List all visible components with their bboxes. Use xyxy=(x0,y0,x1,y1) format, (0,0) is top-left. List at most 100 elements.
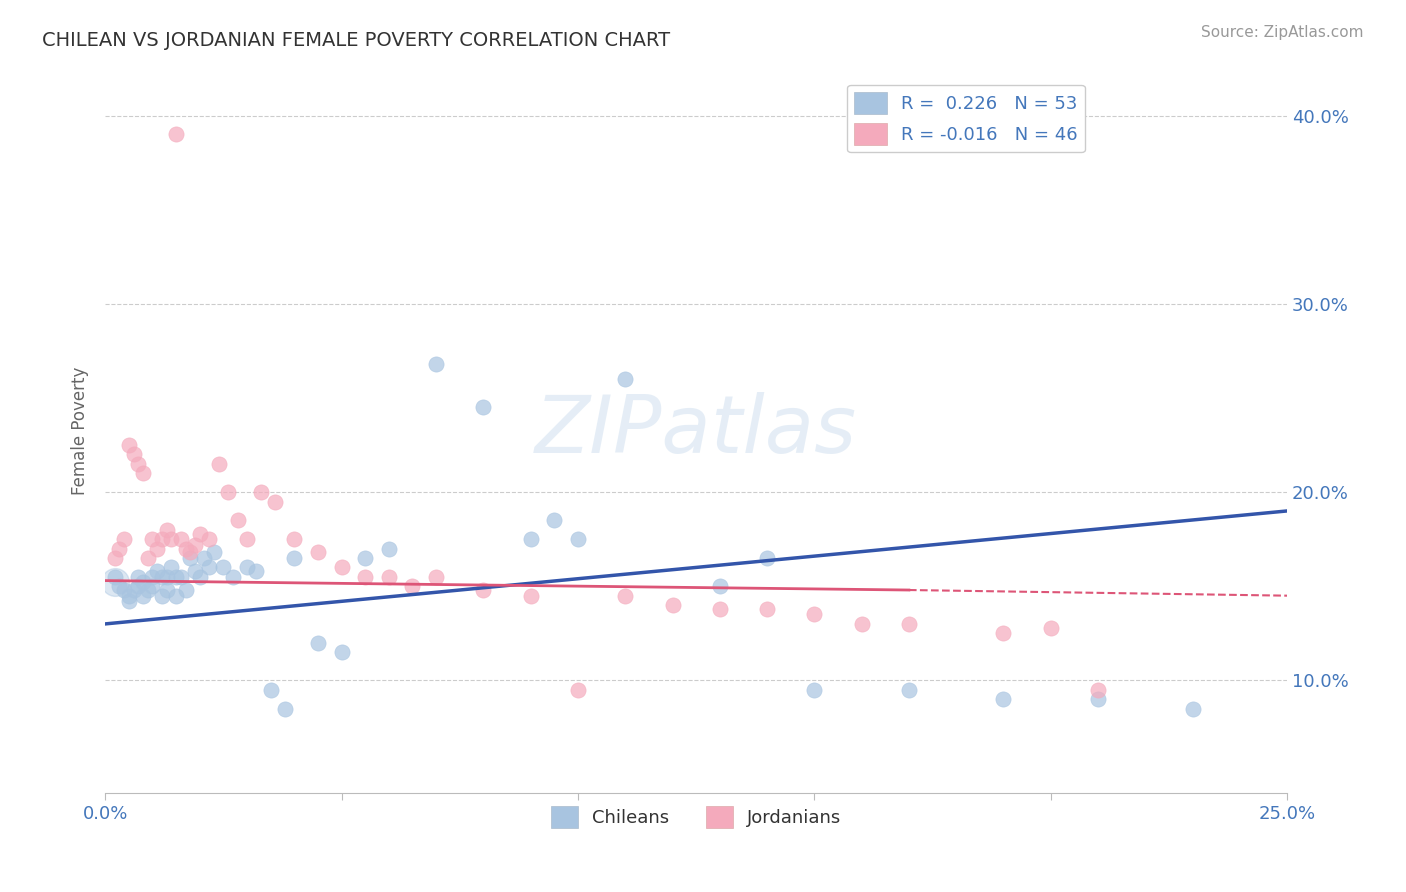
Point xyxy=(156,570,179,584)
Point xyxy=(330,560,353,574)
Point xyxy=(127,457,149,471)
Point xyxy=(378,570,401,584)
Point xyxy=(141,579,163,593)
Point xyxy=(519,589,541,603)
Point xyxy=(661,598,683,612)
Point xyxy=(614,589,637,603)
Point xyxy=(150,532,173,546)
Legend: Chileans, Jordanians: Chileans, Jordanians xyxy=(544,798,849,835)
Point xyxy=(127,579,149,593)
Point xyxy=(330,645,353,659)
Point xyxy=(212,560,235,574)
Text: ZIPatlas: ZIPatlas xyxy=(536,392,858,470)
Point xyxy=(307,545,329,559)
Point xyxy=(803,607,825,622)
Point xyxy=(104,570,127,584)
Point xyxy=(174,582,197,597)
Point xyxy=(756,602,779,616)
Point xyxy=(160,532,183,546)
Point xyxy=(132,467,155,481)
Point xyxy=(354,570,377,584)
Point xyxy=(236,560,259,574)
Point xyxy=(108,579,131,593)
Point xyxy=(118,589,141,603)
Point xyxy=(897,682,920,697)
Point xyxy=(108,541,131,556)
Point xyxy=(260,682,283,697)
Point xyxy=(264,494,287,508)
Point xyxy=(104,575,127,590)
Point xyxy=(307,636,329,650)
Point xyxy=(709,602,731,616)
Point xyxy=(897,616,920,631)
Point xyxy=(208,457,231,471)
Point xyxy=(156,582,179,597)
Point xyxy=(226,513,249,527)
Point xyxy=(425,357,447,371)
Point xyxy=(112,582,135,597)
Point xyxy=(112,532,135,546)
Point xyxy=(141,570,163,584)
Point xyxy=(217,485,239,500)
Point xyxy=(122,447,145,461)
Point xyxy=(1087,692,1109,706)
Point xyxy=(122,582,145,597)
Point xyxy=(136,582,159,597)
Point xyxy=(202,545,225,559)
Point xyxy=(179,551,201,566)
Point xyxy=(614,372,637,386)
Point xyxy=(283,551,305,566)
Point xyxy=(174,541,197,556)
Point xyxy=(1039,621,1062,635)
Point xyxy=(160,560,183,574)
Point xyxy=(993,626,1015,640)
Y-axis label: Female Poverty: Female Poverty xyxy=(72,367,89,495)
Point xyxy=(132,575,155,590)
Point xyxy=(274,701,297,715)
Point xyxy=(472,401,495,415)
Point xyxy=(519,532,541,546)
Point xyxy=(136,551,159,566)
Point xyxy=(165,589,187,603)
Point xyxy=(1087,682,1109,697)
Point xyxy=(170,570,193,584)
Point xyxy=(1181,701,1204,715)
Point xyxy=(184,564,207,578)
Point xyxy=(803,682,825,697)
Point xyxy=(756,551,779,566)
Point xyxy=(127,570,149,584)
Point xyxy=(250,485,273,500)
Point xyxy=(567,532,589,546)
Point xyxy=(425,570,447,584)
Point xyxy=(283,532,305,546)
Point xyxy=(354,551,377,566)
Point xyxy=(245,564,267,578)
Point xyxy=(198,532,221,546)
Point xyxy=(236,532,259,546)
Point xyxy=(401,579,423,593)
Text: Source: ZipAtlas.com: Source: ZipAtlas.com xyxy=(1201,25,1364,40)
Point xyxy=(188,570,211,584)
Point xyxy=(150,570,173,584)
Point xyxy=(146,541,169,556)
Point xyxy=(188,526,211,541)
Point xyxy=(378,541,401,556)
Point xyxy=(179,545,201,559)
Point xyxy=(543,513,565,527)
Point xyxy=(118,438,141,452)
Point xyxy=(567,682,589,697)
Point xyxy=(156,523,179,537)
Point xyxy=(165,570,187,584)
Point xyxy=(222,570,245,584)
Text: CHILEAN VS JORDANIAN FEMALE POVERTY CORRELATION CHART: CHILEAN VS JORDANIAN FEMALE POVERTY CORR… xyxy=(42,31,671,50)
Point xyxy=(170,532,193,546)
Point xyxy=(132,589,155,603)
Point xyxy=(851,616,873,631)
Point xyxy=(104,551,127,566)
Point xyxy=(993,692,1015,706)
Point xyxy=(198,560,221,574)
Point xyxy=(118,594,141,608)
Point xyxy=(709,579,731,593)
Point xyxy=(193,551,215,566)
Point xyxy=(150,589,173,603)
